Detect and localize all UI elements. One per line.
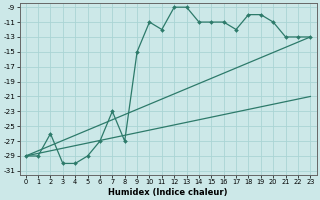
X-axis label: Humidex (Indice chaleur): Humidex (Indice chaleur) <box>108 188 228 197</box>
